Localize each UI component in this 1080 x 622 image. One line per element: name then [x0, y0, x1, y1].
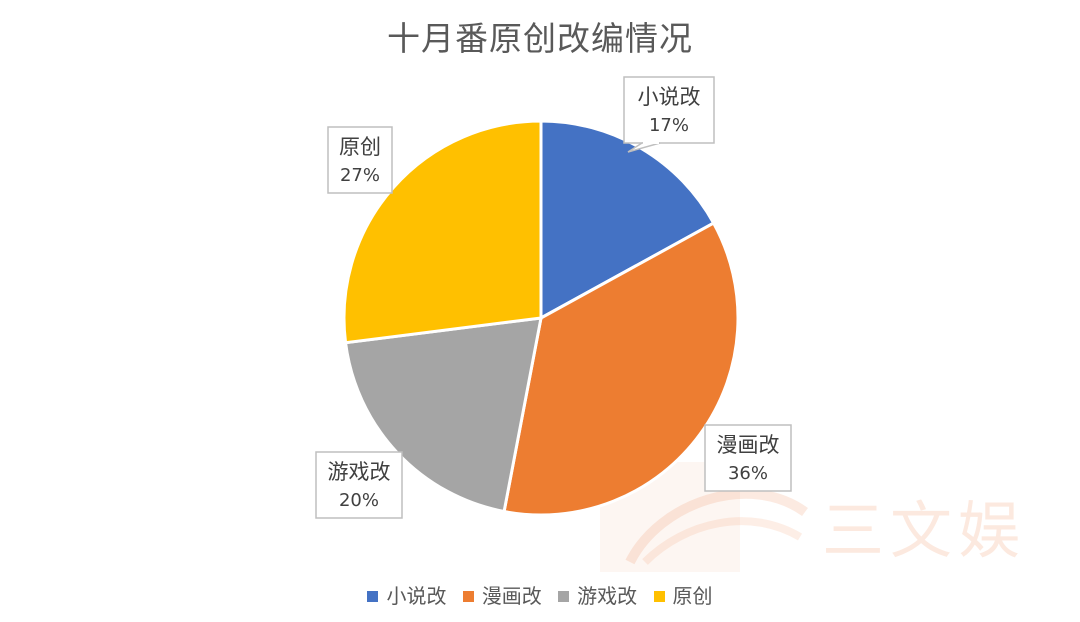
data-label-category-manga: 漫画改 [717, 433, 780, 457]
data-label-value-manga: 36% [728, 463, 768, 484]
data-label-box-game [315, 451, 403, 519]
legend-item-original: 原创 [653, 580, 713, 609]
data-label-value-novel: 17% [649, 115, 689, 136]
data-label-category-novel: 小说改 [638, 85, 701, 109]
legend-swatch-original [653, 591, 665, 602]
data-label-category-original: 原创 [339, 135, 381, 159]
chart-legend: 小说改 漫画改 游戏改 原创 [0, 580, 1080, 609]
legend-swatch-manga [462, 591, 474, 602]
data-label-manga: 漫画改 36% [704, 424, 792, 492]
data-label-value-game: 20% [339, 490, 379, 511]
data-label-box-original [327, 126, 393, 194]
pie-slice-manga [502, 221, 740, 517]
legend-item-manga: 漫画改 [462, 580, 542, 609]
legend-label-original: 原创 [672, 584, 713, 608]
data-label-value-original: 27% [340, 165, 380, 186]
chart-title: 十月番原创改编情况 [387, 19, 693, 58]
data-label-original: 原创 27% [327, 126, 393, 194]
data-label-box-novel [623, 76, 715, 144]
legend-swatch-game [558, 591, 570, 602]
data-label-box-manga [704, 424, 792, 492]
data-label-novel: 小说改 17% [623, 76, 715, 153]
data-label-game: 游戏改 20% [315, 451, 403, 519]
pie-slice-original [342, 119, 543, 345]
legend-label-manga: 漫画改 [481, 584, 542, 608]
legend-item-game: 游戏改 [558, 580, 637, 609]
legend-swatch-novel [367, 591, 379, 602]
data-label-category-game: 游戏改 [328, 460, 391, 484]
legend-label-novel: 小说改 [386, 584, 447, 608]
legend-item-novel: 小说改 [367, 580, 446, 609]
legend-label-game: 游戏改 [577, 584, 638, 608]
watermark-text: 三文娱 [822, 494, 1027, 567]
